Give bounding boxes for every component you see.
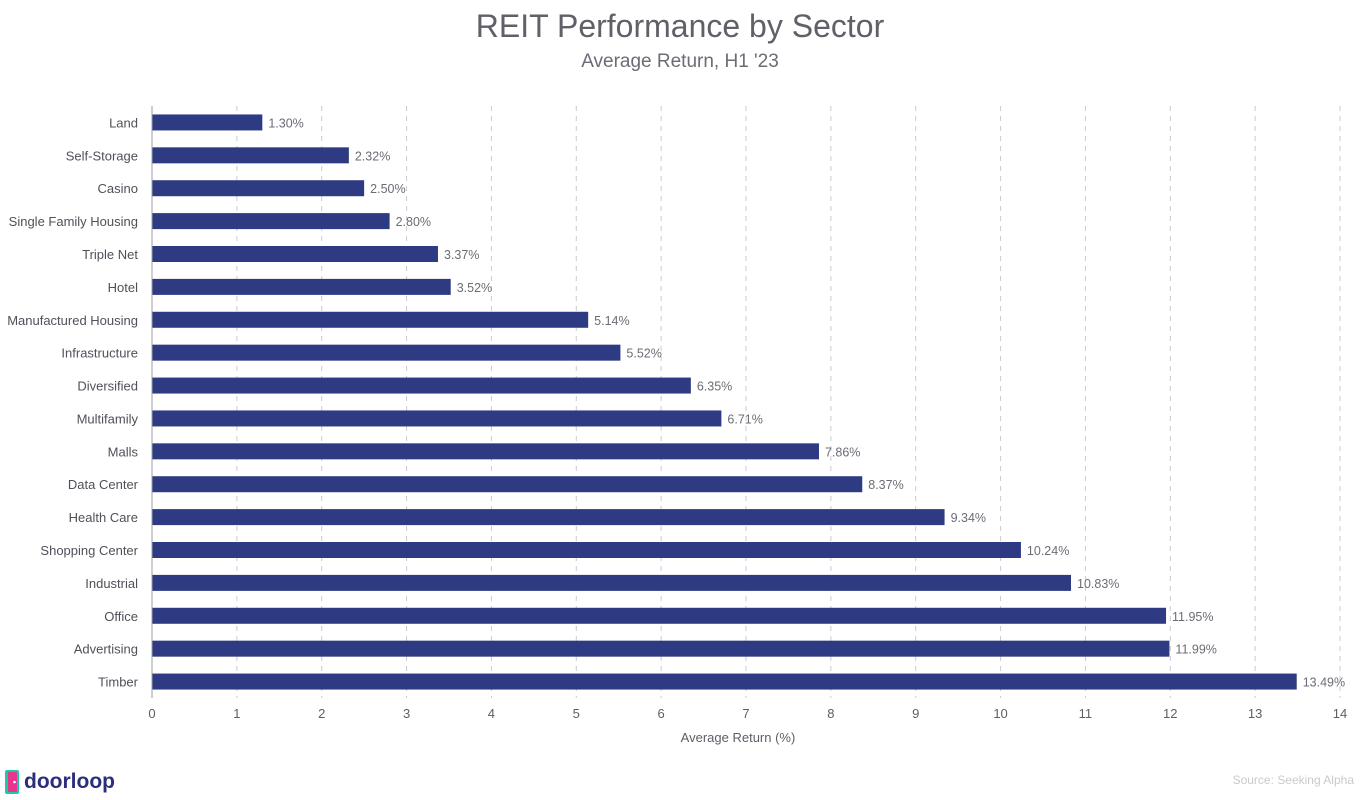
- bar: [152, 574, 1072, 591]
- bar: [152, 542, 1021, 558]
- category-label: Self-Storage: [66, 148, 138, 163]
- data-label: 2.50%: [370, 182, 405, 196]
- bar: [152, 443, 819, 460]
- data-label: 9.34%: [951, 511, 986, 525]
- x-tick-label: 5: [573, 706, 580, 721]
- x-tick-label: 14: [1333, 706, 1347, 721]
- bars: [152, 114, 1297, 690]
- chart-subtitle: Average Return, H1 '23: [581, 51, 779, 72]
- category-label: Single Family Housing: [9, 214, 138, 229]
- data-label: 11.99%: [1175, 643, 1216, 657]
- data-label: 13.49%: [1303, 676, 1345, 690]
- x-tick-label: 4: [488, 706, 495, 721]
- x-tick-label: 1: [233, 706, 240, 721]
- x-tick-label: 13: [1248, 706, 1262, 721]
- category-label: Malls: [108, 444, 139, 459]
- x-axis-label: Average Return (%): [681, 730, 796, 745]
- x-tick-label: 0: [148, 706, 155, 721]
- x-tick-label: 9: [912, 706, 919, 721]
- grid-lines: [236, 106, 1341, 698]
- x-tick-label: 12: [1163, 706, 1177, 721]
- data-label: 2.80%: [396, 215, 431, 229]
- x-tick-labels: 0 1 2 3 4 5 6 7 8 9 10 11 12 13 14: [148, 706, 1347, 721]
- bar: [152, 509, 945, 526]
- bar: [152, 147, 349, 164]
- category-label: Manufactured Housing: [7, 313, 138, 328]
- bar: [152, 246, 438, 262]
- category-label: Casino: [98, 181, 138, 196]
- data-label: 7.86%: [825, 445, 860, 459]
- bar: [152, 180, 365, 197]
- category-label: Advertising: [74, 642, 138, 657]
- bar: [152, 311, 589, 328]
- bar: [152, 607, 1167, 624]
- category-label: Multifamily: [77, 411, 139, 426]
- x-tick-label: 8: [827, 706, 834, 721]
- data-label: 11.95%: [1172, 610, 1213, 624]
- data-label: 5.14%: [594, 314, 629, 328]
- category-label: Hotel: [108, 280, 138, 295]
- category-label: Diversified: [77, 379, 138, 394]
- data-label: 3.37%: [444, 248, 479, 262]
- bar: [152, 114, 263, 131]
- category-label: Shopping Center: [40, 543, 138, 558]
- brand-name: doorloop: [24, 770, 115, 793]
- bar: [152, 213, 390, 230]
- bar: [152, 673, 1297, 690]
- category-label: Timber: [98, 675, 139, 690]
- bar: [152, 640, 1170, 657]
- value-labels: 1.30% 2.32% 2.50% 2.80% 3.37% 3.52% 5.14% 5.52%…: [268, 116, 1345, 689]
- x-tick-label: 11: [1079, 706, 1093, 721]
- category-label: Infrastructure: [61, 346, 138, 361]
- bar: [152, 344, 621, 361]
- category-label: Office: [104, 609, 138, 624]
- data-label: 10.24%: [1027, 544, 1069, 558]
- bar: [152, 377, 691, 394]
- bar: [152, 410, 722, 427]
- bar-chart: Land Self-Storage Casino Single Family Hous…: [7, 106, 1347, 745]
- data-label: 5.52%: [626, 347, 661, 361]
- x-tick-label: 2: [318, 706, 325, 721]
- data-label: 6.71%: [727, 412, 762, 426]
- chart-title: REIT Performance by Sector: [475, 8, 885, 44]
- data-label: 10.83%: [1077, 577, 1119, 591]
- x-tick-label: 3: [403, 706, 410, 721]
- bar: [152, 476, 863, 493]
- brand-logo: doorloop: [4, 767, 115, 797]
- data-label: 3.52%: [457, 281, 492, 295]
- source-note: Source: Seeking Alpha: [1232, 773, 1354, 787]
- data-label: 1.30%: [268, 116, 303, 130]
- category-label: Data Center: [68, 477, 139, 492]
- category-label: Triple Net: [82, 247, 138, 262]
- category-labels: Land Self-Storage Casino Single Family Hous…: [7, 115, 138, 689]
- data-label: 2.32%: [355, 149, 390, 163]
- category-label: Industrial: [85, 576, 138, 591]
- door-icon: [5, 770, 19, 794]
- data-label: 6.35%: [697, 380, 732, 394]
- x-tick-label: 7: [742, 706, 749, 721]
- data-label: 8.37%: [868, 478, 903, 492]
- category-label: Land: [109, 115, 138, 130]
- x-tick-label: 10: [993, 706, 1007, 721]
- bar: [152, 278, 451, 295]
- x-tick-label: 6: [658, 706, 665, 721]
- category-label: Health Care: [69, 510, 138, 525]
